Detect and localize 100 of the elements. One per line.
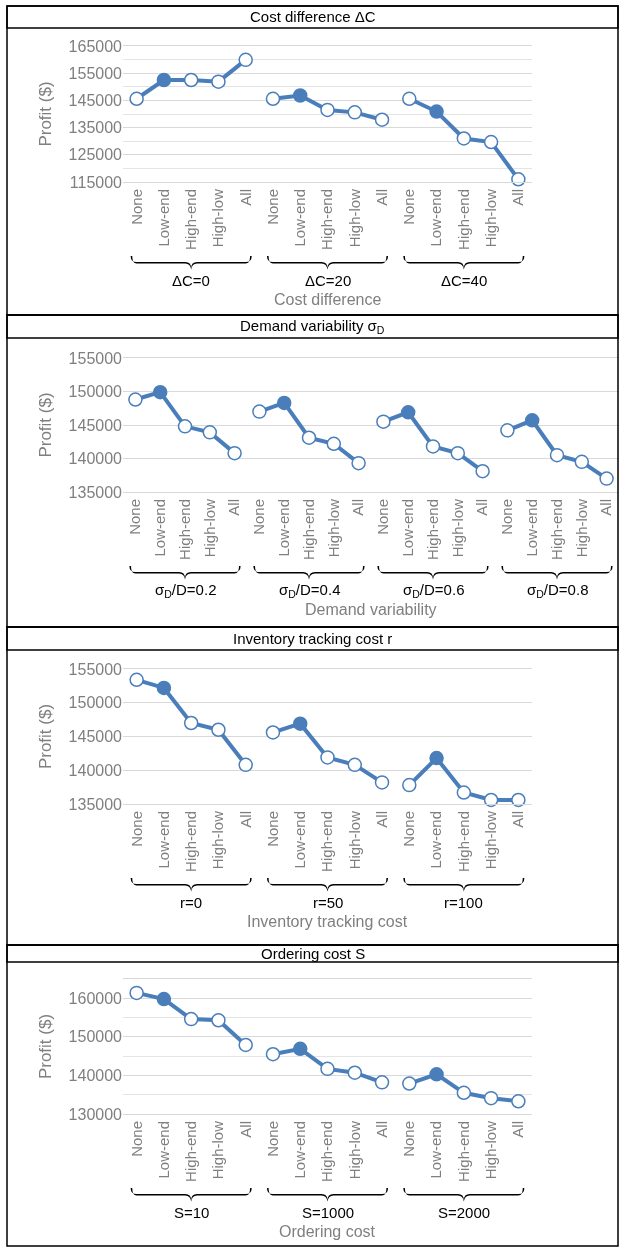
x-tick-label: High-low: [324, 498, 342, 558]
text: S=1000: [302, 1204, 355, 1221]
x-tick-label: None: [263, 811, 281, 847]
point: [351, 455, 366, 471]
y-tick-label: 160000: [68, 989, 123, 1007]
x-tick-label: High-end: [454, 189, 472, 250]
point: [265, 91, 281, 107]
text: σ$_{D}$/D=0.8: [527, 581, 589, 601]
y-tick-label: 140000: [68, 761, 123, 779]
y-tick-label: 135000: [68, 483, 123, 501]
x-tick-label: High-end: [318, 189, 336, 250]
point: [202, 425, 218, 440]
y-tick-label: 145000: [68, 416, 123, 434]
x-axis-title: Ordering cost: [279, 1223, 376, 1240]
y-tick-label: 145000: [68, 92, 123, 109]
point: [129, 91, 144, 107]
chart-title: Demand variability σ$_{D}$: [240, 317, 385, 337]
x-tick-label: None: [400, 811, 418, 847]
text: σ$_{D}$/D=0.2: [155, 581, 217, 601]
x-tick-label: All: [372, 1121, 390, 1138]
x-tick-label: High-low: [209, 188, 227, 248]
y-tick-label: 135000: [68, 119, 123, 137]
point: [292, 716, 308, 731]
x-tick-label: All: [225, 499, 243, 516]
y-tick-label: 135000: [68, 795, 123, 813]
x-tick-label: All: [372, 811, 390, 828]
x-tick-label: Low-end: [427, 189, 445, 247]
x-tick-label: All: [372, 189, 390, 206]
point: [376, 414, 391, 429]
point: [301, 430, 317, 445]
x-tick-label: All: [509, 1121, 527, 1138]
point: [211, 722, 226, 737]
x-tick-label: Low-end: [291, 811, 309, 869]
x-tick-label: All: [236, 811, 254, 828]
point: [128, 392, 143, 407]
point: [456, 131, 472, 146]
point: [402, 1076, 417, 1091]
text: S=2000: [438, 1204, 491, 1221]
x-tick-label: High-low: [345, 810, 363, 870]
text: r=0: [180, 894, 203, 911]
x-tick-label: Low-end: [291, 1121, 309, 1179]
x-tick-label: High-low: [209, 810, 227, 870]
x-tick-label: None: [250, 499, 268, 535]
x-tick-label: High-end: [182, 189, 200, 250]
point: [265, 725, 281, 740]
point: [374, 1075, 390, 1090]
point: [320, 1061, 335, 1077]
x-axis-title: Inventory tracking cost: [247, 913, 408, 930]
y-tick-label: 150000: [68, 694, 123, 712]
x-axis-title: Cost difference: [274, 291, 382, 308]
x-tick-label: All: [509, 189, 527, 206]
point: [400, 405, 416, 420]
point: [211, 1013, 226, 1028]
y-tick-label: 145000: [68, 728, 123, 746]
y-tick-label: 165000: [68, 37, 123, 55]
x-tick-label: None: [127, 189, 145, 225]
point: [156, 72, 172, 88]
point: [156, 680, 172, 696]
point: [265, 1046, 281, 1062]
point: [183, 715, 199, 731]
point: [425, 439, 441, 454]
point: [374, 775, 390, 790]
point: [511, 172, 526, 187]
x-tick-label: None: [498, 499, 516, 535]
text: ΔC=20: [305, 272, 352, 289]
point: [152, 384, 168, 400]
point: [511, 792, 526, 808]
point: [402, 777, 417, 793]
point: [500, 423, 515, 438]
x-tick-label: Low-end: [151, 499, 169, 557]
chart-title: Ordering cost S: [261, 945, 366, 962]
x-tick-label: None: [127, 811, 145, 847]
x-tick-label: High-end: [423, 499, 441, 560]
x-tick-label: High-low: [200, 498, 218, 558]
x-tick-label: High-low: [345, 188, 363, 248]
point: [252, 404, 267, 419]
x-tick-label: High-low: [481, 810, 499, 870]
x-tick-label: Low-end: [399, 499, 417, 557]
point: [456, 1085, 472, 1101]
x-tick-label: High-low: [572, 498, 590, 558]
point: [129, 985, 144, 1001]
x-tick-label: High-low: [209, 1120, 227, 1180]
x-tick-label: None: [263, 1121, 281, 1157]
x-tick-label: High-end: [454, 811, 472, 872]
y-axis-title: Profit ($): [36, 81, 56, 147]
y-axis-title: Profit ($): [36, 392, 56, 458]
chart-title: Cost difference ΔC: [250, 8, 376, 25]
point: [429, 1067, 444, 1082]
point: [483, 792, 499, 808]
point: [276, 395, 292, 411]
point: [524, 413, 540, 428]
point: [183, 1011, 199, 1027]
point: [292, 88, 308, 103]
point: [320, 102, 335, 118]
point: [238, 52, 253, 68]
point: [347, 757, 363, 773]
point: [599, 471, 614, 486]
y-tick-label: 140000: [68, 450, 123, 468]
point: [156, 991, 172, 1007]
point: [347, 1065, 363, 1080]
